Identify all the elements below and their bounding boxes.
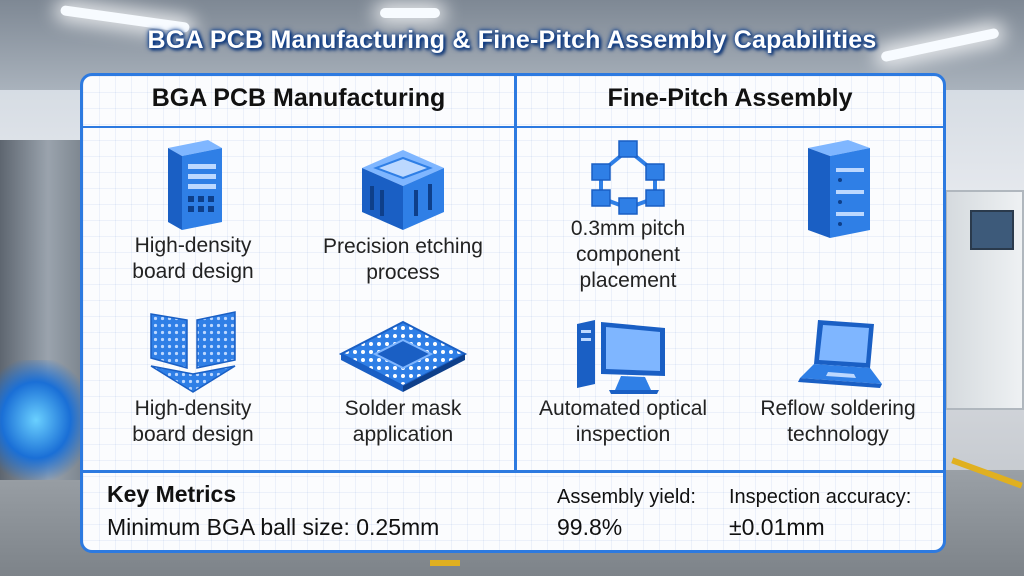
capability-label: Precision etching	[323, 235, 483, 258]
machine-screen	[970, 210, 1014, 250]
capability-label: board design	[132, 423, 254, 446]
page-title: BGA PCB Manufacturing & Fine-Pitch Assem…	[147, 26, 877, 54]
computer-monitor-icon	[577, 320, 665, 394]
server-tower-icon	[168, 140, 222, 230]
capability-label: board design	[132, 260, 254, 283]
capability-label: technology	[787, 423, 889, 446]
metrics-divider	[83, 470, 943, 473]
capability-label: 0.3mm pitch	[570, 217, 686, 240]
capability-label: High-density	[134, 234, 252, 257]
min-ball-size-metric: Minimum BGA ball size: 0.25mm	[107, 514, 440, 540]
capability-item: 0.3mm pitch component placement	[533, 138, 723, 294]
column-divider	[514, 76, 517, 470]
capability-item: Precision etching process	[303, 146, 503, 286]
machine-glow	[0, 360, 90, 480]
yield-label: Assembly yield:	[557, 486, 696, 508]
header-divider	[83, 126, 943, 128]
capability-item	[763, 138, 913, 242]
right-column-title: Fine-Pitch Assembly	[607, 84, 853, 112]
capability-item: Solder mask application	[303, 316, 503, 448]
capability-item: High-density board design	[103, 308, 283, 448]
capability-label: Automated optical	[538, 397, 708, 420]
accuracy-label: Inspection accuracy:	[729, 486, 912, 508]
yield-value: 99.8%	[557, 514, 623, 540]
database-server-icon	[808, 140, 870, 238]
chip-block-icon	[362, 150, 444, 230]
metrics-title: Key Metrics	[107, 481, 237, 507]
capability-label: process	[366, 261, 440, 284]
ceiling-light	[380, 8, 440, 18]
bga-chip-icon	[338, 320, 468, 392]
capability-label: application	[352, 423, 454, 446]
capability-item: High-density board design	[103, 138, 283, 285]
capability-item: Automated optical inspection	[523, 316, 723, 448]
capabilities-panel: BGA PCB Manufacturing Fine-Pitch Assembl…	[80, 73, 946, 553]
capability-label: High-density	[134, 397, 252, 420]
grid-panels-icon	[150, 311, 236, 393]
capability-item: Reflow soldering technology	[743, 316, 933, 448]
left-column-title: BGA PCB Manufacturing	[151, 84, 446, 112]
capability-label: component	[576, 243, 680, 266]
capability-label: placement	[579, 269, 677, 292]
capability-label: Solder mask	[344, 397, 462, 420]
laptop-icon	[798, 320, 882, 388]
accuracy-value: ±0.01mm	[729, 514, 825, 540]
floor-stripe	[430, 560, 460, 566]
network-nodes-icon	[591, 140, 665, 215]
capability-label: Reflow soldering	[760, 397, 916, 420]
capability-label: inspection	[575, 423, 671, 446]
